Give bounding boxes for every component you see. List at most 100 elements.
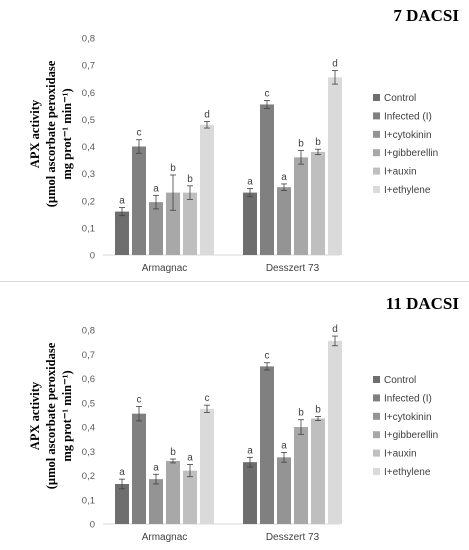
chart-panel-11-dacsi: 11 DACSI APX activity (µmol ascorbate pe…: [0, 284, 469, 550]
y-tick-label: 0,8: [82, 34, 95, 45]
bar: [200, 124, 214, 255]
legend-swatch: [373, 412, 380, 420]
panel-divider: [0, 281, 469, 282]
bar: [277, 457, 291, 524]
significance-label: c: [137, 394, 142, 405]
legend-label: I+ethylene: [384, 467, 431, 478]
significance-label: b: [298, 139, 304, 150]
significance-label: d: [332, 59, 338, 70]
y-tick-label: 0,3: [82, 447, 95, 458]
bar: [115, 483, 129, 524]
bar: [200, 408, 214, 524]
significance-label: a: [187, 453, 193, 464]
y-tick-label: 0,1: [82, 495, 95, 506]
category-label: Desszert 73: [266, 532, 320, 543]
significance-label: a: [153, 183, 159, 194]
legend-swatch: [373, 112, 380, 120]
y-tick-label: 0: [90, 251, 95, 262]
bar: [311, 151, 325, 255]
legend-swatch: [373, 149, 380, 157]
bar: [183, 470, 197, 524]
y-tick-label: 0,2: [82, 196, 95, 207]
bar: [132, 146, 146, 255]
y-tick-label: 0,4: [82, 142, 95, 153]
legend-label: Infected (I): [384, 393, 432, 404]
bar: [166, 192, 180, 255]
y-tick-label: 0,4: [82, 423, 95, 434]
legend-label: I+auxin: [384, 167, 417, 178]
category-label: Armagnac: [142, 263, 188, 274]
significance-label: b: [298, 408, 304, 419]
significance-label: b: [187, 174, 193, 185]
significance-label: c: [205, 393, 210, 404]
chart-panel-7-dacsi: 7 DACSI APX activity (µmol ascorbate per…: [28, 6, 459, 275]
bar: [149, 479, 163, 524]
bar: [183, 192, 197, 255]
y-tick-label: 0: [90, 520, 95, 531]
bar: [328, 340, 342, 524]
legend-label: I+auxin: [384, 449, 417, 460]
y-tick-label: 0,6: [82, 88, 95, 99]
bar: [260, 366, 274, 524]
legend-swatch: [373, 431, 380, 439]
bar: [149, 202, 163, 255]
significance-label: c: [137, 128, 142, 139]
bar-chart-7-dacsi: 00,10,20,30,40,50,60,70,8acabbdArmagnaca…: [82, 34, 438, 275]
significance-label: b: [315, 137, 321, 148]
significance-label: c: [265, 351, 270, 362]
y-tick-label: 0,1: [82, 223, 95, 234]
legend-swatch: [373, 394, 380, 402]
significance-label: a: [281, 172, 287, 183]
legend-label: I+cytokinin: [384, 130, 432, 141]
legend-swatch: [373, 449, 380, 457]
significance-label: b: [170, 163, 176, 174]
bar: [166, 460, 180, 524]
legend-label: I+cytokinin: [384, 412, 432, 423]
y-tick-label: 0,5: [82, 398, 95, 409]
legend-label: Control: [384, 93, 416, 104]
bar: [294, 427, 308, 524]
significance-label: c: [265, 88, 270, 99]
legend-label: Control: [384, 375, 416, 386]
y-tick-label: 0,2: [82, 471, 95, 482]
significance-label: a: [153, 462, 159, 473]
bar: [260, 104, 274, 255]
bar: [311, 418, 325, 524]
y-tick-label: 0,7: [82, 61, 95, 72]
significance-label: a: [281, 440, 287, 451]
bar: [243, 462, 257, 524]
legend-label: I+gibberellin: [384, 148, 438, 159]
significance-label: b: [170, 447, 176, 458]
significance-label: d: [204, 110, 210, 121]
chart-title: 11 DACSI: [385, 294, 459, 313]
y-tick-label: 0,3: [82, 169, 95, 180]
significance-label: a: [119, 467, 125, 478]
y-tick-label: 0,6: [82, 374, 95, 385]
legend-swatch: [373, 186, 380, 193]
y-tick-label: 0,5: [82, 115, 95, 126]
legend-label: I+ethylene: [384, 185, 431, 196]
significance-label: b: [315, 405, 321, 416]
bar-chart-11-dacsi: 00,10,20,30,40,50,60,70,8acabacArmagnaca…: [82, 324, 438, 543]
significance-label: d: [332, 324, 338, 335]
bar: [243, 192, 257, 255]
bar: [277, 187, 291, 255]
significance-label: a: [119, 196, 125, 207]
legend-swatch: [373, 468, 380, 475]
legend-label: I+gibberellin: [384, 430, 438, 441]
bar: [115, 211, 129, 255]
legend-swatch: [373, 376, 380, 383]
legend-swatch: [373, 130, 380, 138]
y-tick-label: 0,7: [82, 350, 95, 361]
bar: [132, 413, 146, 524]
bar: [328, 77, 342, 255]
legend-swatch: [373, 167, 380, 175]
category-label: Desszert 73: [266, 263, 320, 274]
legend-swatch: [373, 94, 380, 101]
y-tick-label: 0,8: [82, 326, 95, 337]
category-label: Armagnac: [142, 532, 188, 543]
legend-label: Infected (I): [384, 111, 432, 122]
bar: [294, 157, 308, 255]
significance-label: a: [247, 177, 253, 188]
significance-label: a: [247, 445, 253, 456]
